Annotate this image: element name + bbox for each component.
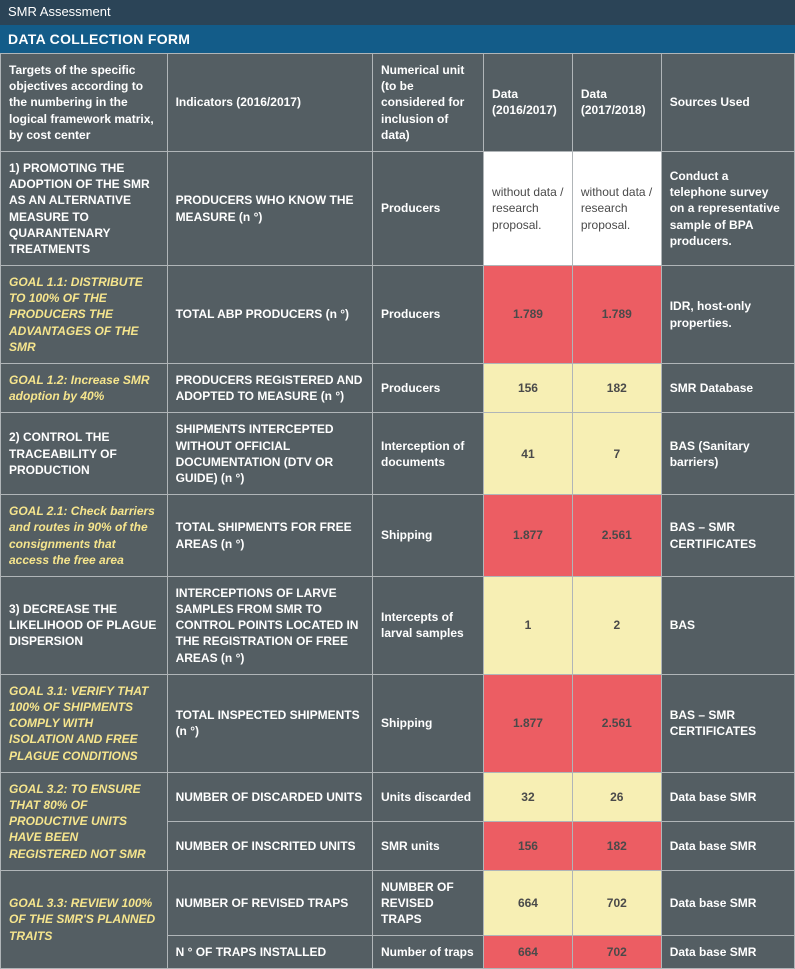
data-2017-cell: 2.561 bbox=[572, 674, 661, 772]
data-2016-cell: 32 bbox=[484, 772, 573, 821]
indicator-cell: PRODUCERS WHO KNOW THE MEASURE (n °) bbox=[167, 151, 372, 265]
source-cell: Data base SMR bbox=[661, 936, 794, 969]
unit-cell: NUMBER OF REVISED TRAPS bbox=[373, 870, 484, 936]
table-row: GOAL 1.2: Increase SMR adoption by 40%PR… bbox=[1, 364, 795, 413]
data-2017-cell: 26 bbox=[572, 772, 661, 821]
indicator-cell: TOTAL INSPECTED SHIPMENTS (n °) bbox=[167, 674, 372, 772]
data-2017-cell: 7 bbox=[572, 413, 661, 495]
data-2016-cell: 1.789 bbox=[484, 266, 573, 364]
target-cell: GOAL 1.2: Increase SMR adoption by 40% bbox=[1, 364, 168, 413]
col-data-2017: Data (2017/2018) bbox=[572, 54, 661, 152]
indicator-cell: NUMBER OF INSCRITED UNITS bbox=[167, 821, 372, 870]
data-2016-cell: 156 bbox=[484, 364, 573, 413]
table-row: 1) PROMOTING THE ADOPTION OF THE SMR AS … bbox=[1, 151, 795, 265]
col-targets: Targets of the specific objectives accor… bbox=[1, 54, 168, 152]
target-cell: 1) PROMOTING THE ADOPTION OF THE SMR AS … bbox=[1, 151, 168, 265]
unit-cell: SMR units bbox=[373, 821, 484, 870]
table-row: GOAL 3.1: VERIFY THAT 100% OF SHIPMENTS … bbox=[1, 674, 795, 772]
table-row: GOAL 2.1: Check barriers and routes in 9… bbox=[1, 495, 795, 577]
source-cell: Data base SMR bbox=[661, 772, 794, 821]
source-cell: Data base SMR bbox=[661, 821, 794, 870]
table-row: GOAL 3.3: REVIEW 100% OF THE SMR'S PLANN… bbox=[1, 870, 795, 936]
data-2016-cell: 41 bbox=[484, 413, 573, 495]
data-2016-cell: 664 bbox=[484, 936, 573, 969]
source-cell: Data base SMR bbox=[661, 870, 794, 936]
table-row: GOAL 1.1: DISTRIBUTE TO 100% OF THE PROD… bbox=[1, 266, 795, 364]
source-cell: IDR, host-only properties. bbox=[661, 266, 794, 364]
table-row: 2) CONTROL THE TRACEABILITY OF PRODUCTIO… bbox=[1, 413, 795, 495]
indicator-cell: TOTAL SHIPMENTS FOR FREE AREAS (n °) bbox=[167, 495, 372, 577]
source-cell: Conduct a telephone survey on a represen… bbox=[661, 151, 794, 265]
target-cell: 3) DECREASE THE LIKELIHOOD OF PLAGUE DIS… bbox=[1, 576, 168, 674]
data-2016-cell: 664 bbox=[484, 870, 573, 936]
source-cell: BAS – SMR CERTIFICATES bbox=[661, 495, 794, 577]
indicator-cell: TOTAL ABP PRODUCERS (n °) bbox=[167, 266, 372, 364]
data-2017-cell: 182 bbox=[572, 821, 661, 870]
table-row: 3) DECREASE THE LIKELIHOOD OF PLAGUE DIS… bbox=[1, 576, 795, 674]
unit-cell: Shipping bbox=[373, 495, 484, 577]
indicator-cell: INTERCEPTIONS OF LARVE SAMPLES FROM SMR … bbox=[167, 576, 372, 674]
data-2017-cell: 702 bbox=[572, 870, 661, 936]
data-2016-cell: 1 bbox=[484, 576, 573, 674]
data-2017-cell: 1.789 bbox=[572, 266, 661, 364]
unit-cell: Units discarded bbox=[373, 772, 484, 821]
indicator-cell: PRODUCERS REGISTERED AND ADOPTED TO MEAS… bbox=[167, 364, 372, 413]
col-indicators: Indicators (2016/2017) bbox=[167, 54, 372, 152]
unit-cell: Shipping bbox=[373, 674, 484, 772]
target-cell: GOAL 3.3: REVIEW 100% OF THE SMR'S PLANN… bbox=[1, 870, 168, 969]
indicator-cell: NUMBER OF DISCARDED UNITS bbox=[167, 772, 372, 821]
table-body: 1) PROMOTING THE ADOPTION OF THE SMR AS … bbox=[1, 151, 795, 969]
unit-cell: Intercepts of larval samples bbox=[373, 576, 484, 674]
unit-cell: Number of traps bbox=[373, 936, 484, 969]
col-unit: Numerical unit (to be considered for inc… bbox=[373, 54, 484, 152]
table-header-row: Targets of the specific objectives accor… bbox=[1, 54, 795, 152]
target-cell: GOAL 3.1: VERIFY THAT 100% OF SHIPMENTS … bbox=[1, 674, 168, 772]
col-sources: Sources Used bbox=[661, 54, 794, 152]
section-title: DATA COLLECTION FORM bbox=[0, 25, 795, 53]
data-2017-cell: 182 bbox=[572, 364, 661, 413]
table-row: GOAL 3.2: TO ENSURE THAT 80% OF PRODUCTI… bbox=[1, 772, 795, 821]
data-2016-cell: 1.877 bbox=[484, 495, 573, 577]
target-cell: GOAL 2.1: Check barriers and routes in 9… bbox=[1, 495, 168, 577]
data-2016-cell: 156 bbox=[484, 821, 573, 870]
indicator-cell: N ° OF TRAPS INSTALLED bbox=[167, 936, 372, 969]
target-cell: GOAL 1.1: DISTRIBUTE TO 100% OF THE PROD… bbox=[1, 266, 168, 364]
data-2017-cell: 2 bbox=[572, 576, 661, 674]
indicator-cell: SHIPMENTS INTERCEPTED WITHOUT OFFICIAL D… bbox=[167, 413, 372, 495]
col-data-2016: Data (2016/2017) bbox=[484, 54, 573, 152]
data-2017-cell: 702 bbox=[572, 936, 661, 969]
data-2017-cell: 2.561 bbox=[572, 495, 661, 577]
target-cell: GOAL 3.2: TO ENSURE THAT 80% OF PRODUCTI… bbox=[1, 772, 168, 870]
data-2016-cell: 1.877 bbox=[484, 674, 573, 772]
unit-cell: Producers bbox=[373, 266, 484, 364]
unit-cell: Producers bbox=[373, 151, 484, 265]
indicator-cell: NUMBER OF REVISED TRAPS bbox=[167, 870, 372, 936]
source-cell: SMR Database bbox=[661, 364, 794, 413]
source-cell: BAS – SMR CERTIFICATES bbox=[661, 674, 794, 772]
target-cell: 2) CONTROL THE TRACEABILITY OF PRODUCTIO… bbox=[1, 413, 168, 495]
source-cell: BAS (Sanitary barriers) bbox=[661, 413, 794, 495]
data-2017-cell: without data / research proposal. bbox=[572, 151, 661, 265]
page-title: SMR Assessment bbox=[0, 0, 795, 25]
unit-cell: Producers bbox=[373, 364, 484, 413]
source-cell: BAS bbox=[661, 576, 794, 674]
data-collection-table: Targets of the specific objectives accor… bbox=[0, 53, 795, 969]
unit-cell: Interception of documents bbox=[373, 413, 484, 495]
data-2016-cell: without data / research proposal. bbox=[484, 151, 573, 265]
